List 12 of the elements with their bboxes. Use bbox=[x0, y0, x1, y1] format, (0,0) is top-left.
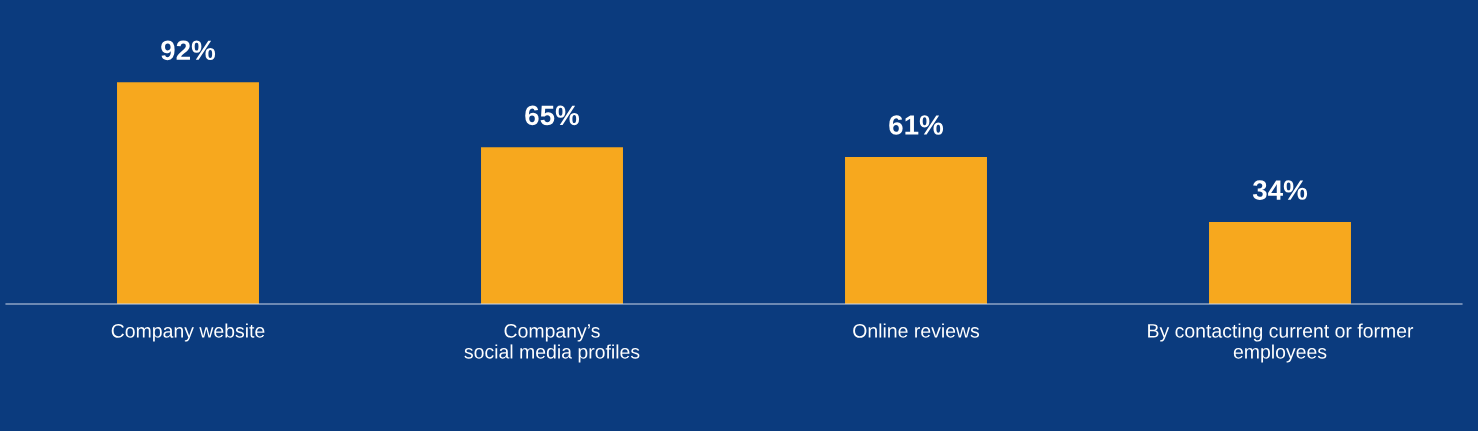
data-label: 65% bbox=[525, 105, 580, 126]
x-tick-label: Company website bbox=[111, 323, 265, 342]
bar bbox=[117, 82, 259, 304]
bar bbox=[1209, 222, 1351, 304]
x-tick-label: Online reviews bbox=[853, 323, 980, 338]
bar bbox=[845, 157, 987, 304]
data-label: 61% bbox=[889, 115, 944, 135]
data-label: 34% bbox=[1252, 180, 1308, 200]
data-label: 92% bbox=[161, 40, 216, 61]
x-tick-label: By contacting current or former employees bbox=[1148, 323, 1414, 363]
bar bbox=[481, 147, 623, 304]
x-tick-label: Company’s social media profiles bbox=[464, 323, 640, 363]
